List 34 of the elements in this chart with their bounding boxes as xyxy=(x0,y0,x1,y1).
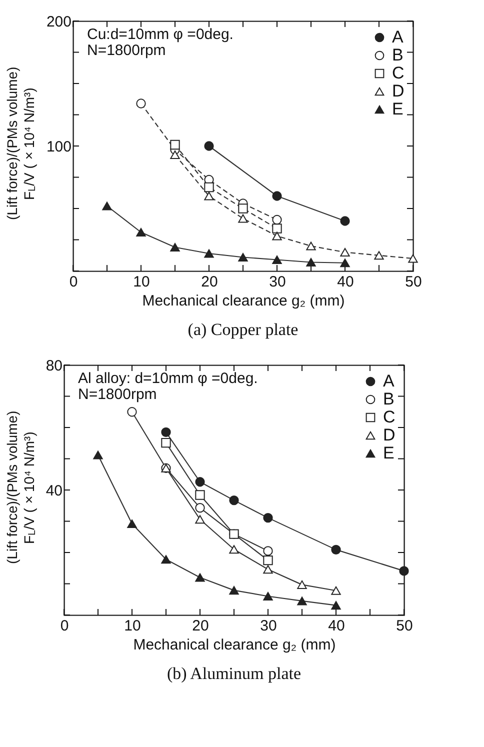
annotation: Al alloy: d=10mm φ =0deg. xyxy=(78,370,258,387)
x-tick-label: 20 xyxy=(200,274,218,290)
x-tick-label: 0 xyxy=(60,618,68,634)
legend-label: A xyxy=(392,28,404,46)
legend-label: D xyxy=(382,426,396,444)
y-tick-label: 40 xyxy=(46,482,62,500)
x-tick-label: 0 xyxy=(69,274,78,290)
annotation: N=1800rpm xyxy=(86,42,166,59)
y-tick-label: 200 xyxy=(46,14,72,30)
legend-label: B xyxy=(382,390,394,408)
legend-label: C xyxy=(382,408,396,426)
annotation: Cu:d=10mm φ =0deg. xyxy=(86,26,234,43)
text: (a) Copper plate xyxy=(188,320,298,339)
x-tick-label: 30 xyxy=(260,618,277,634)
x-tick-label: 20 xyxy=(192,618,209,634)
legend-label: A xyxy=(382,372,395,390)
x-tick-label: 30 xyxy=(268,274,286,290)
x-tick-label: 50 xyxy=(396,618,413,634)
x-axis-title: Mechanical clearance g₂ (mm) xyxy=(133,636,336,654)
x-tick-label: 50 xyxy=(404,274,422,290)
y-tick-label: 100 xyxy=(46,138,72,156)
y-tick-label: 80 xyxy=(46,358,62,374)
x-tick-label: 40 xyxy=(328,618,345,634)
annotation: N=1800rpm xyxy=(78,386,157,403)
x-tick-label: 10 xyxy=(132,274,150,290)
x-axis-title: Mechanical clearance g₂ (mm) xyxy=(142,292,345,310)
legend-label: B xyxy=(392,46,404,64)
legend-label: E xyxy=(382,444,394,462)
legend-label: E xyxy=(392,100,404,118)
legend-label: C xyxy=(392,64,404,82)
x-tick-label: 10 xyxy=(124,618,141,634)
legend-label: D xyxy=(392,82,404,100)
x-tick-label: 40 xyxy=(336,274,354,290)
text: (b) Aluminum plate xyxy=(166,664,301,683)
